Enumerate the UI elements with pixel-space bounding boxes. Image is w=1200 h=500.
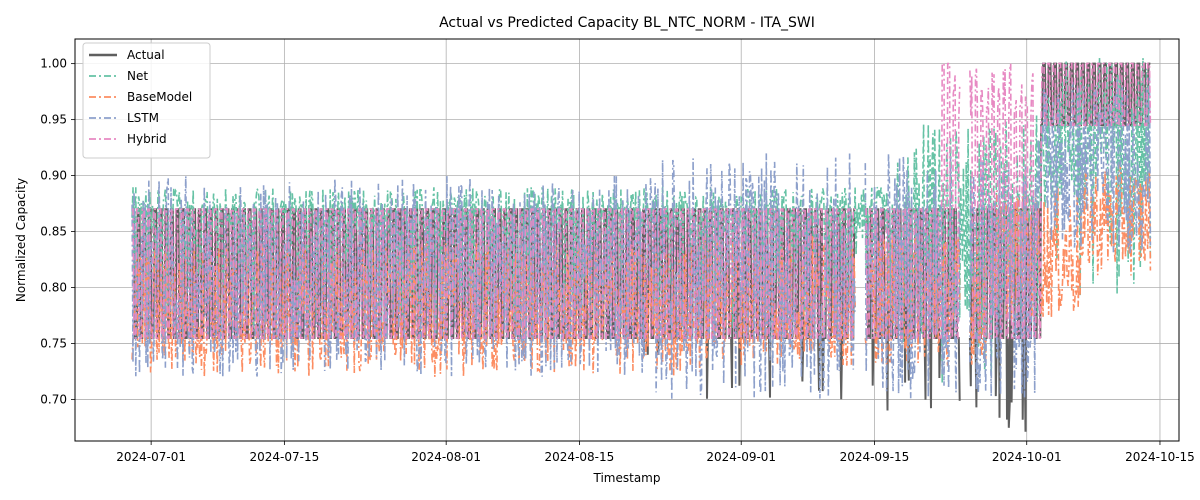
x-tick-label: 2024-10-01 — [992, 450, 1062, 464]
legend-label-actual: Actual — [127, 48, 165, 62]
y-tick-label: 0.75 — [40, 337, 67, 351]
x-tick-label: 2024-09-01 — [706, 450, 776, 464]
legend-box — [82, 42, 211, 159]
y-tick-label: 1.00 — [40, 57, 67, 71]
legend-label-basemodel: BaseModel — [127, 90, 192, 104]
y-tick-label: 0.80 — [40, 281, 67, 295]
x-tick-label: 2024-08-15 — [545, 450, 615, 464]
y-tick-label: 0.95 — [40, 113, 67, 127]
x-tick-label: 2024-09-15 — [840, 450, 910, 464]
x-tick-label: 2024-07-01 — [116, 450, 186, 464]
chart-title: Actual vs Predicted Capacity BL_NTC_NORM… — [439, 15, 815, 31]
y-tick-label: 0.85 — [40, 225, 67, 239]
series-line-hybrid — [132, 62, 1152, 339]
series-layer — [131, 57, 1152, 432]
x-tick-label: 2024-07-15 — [250, 450, 320, 464]
y-axis-title: Normalized Capacity — [14, 178, 28, 302]
y-axis: 0.70 0.75 0.80 0.85 0.90 0.95 1.00 — [40, 57, 75, 407]
plot-frame — [74, 38, 1180, 442]
y-tick-label: 0.90 — [40, 169, 67, 183]
x-axis-title: Timestamp — [593, 471, 661, 485]
legend-label-net: Net — [127, 69, 148, 83]
x-tick-label: 2024-08-01 — [411, 450, 481, 464]
legend-label-hybrid: Hybrid — [127, 132, 167, 146]
x-axis: 2024-07-01 2024-07-15 2024-08-01 2024-08-15… — [116, 441, 1195, 464]
legend-label-lstm: LSTM — [127, 111, 159, 125]
x-tick-label: 2024-10-15 — [1125, 450, 1195, 464]
legend: Actual Net BaseModel LSTM Hybrid — [82, 42, 211, 159]
y-tick-label: 0.70 — [40, 393, 67, 407]
plot-area — [74, 38, 1180, 442]
